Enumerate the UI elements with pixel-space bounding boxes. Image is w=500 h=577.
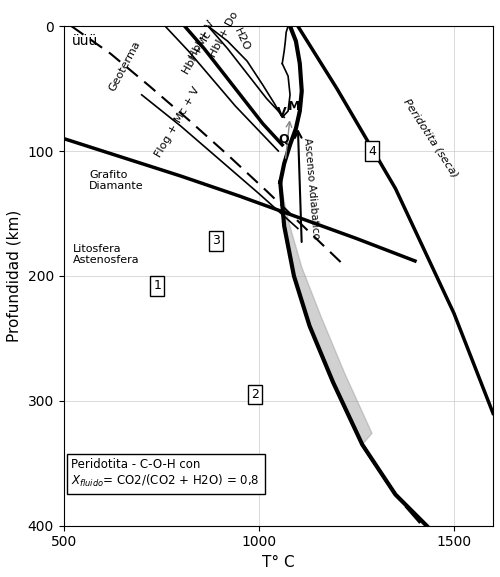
Text: Litosfera
Astenosfera: Litosfera Astenosfera xyxy=(74,244,140,265)
Text: Peridotita (seca): Peridotita (seca) xyxy=(402,98,460,180)
Polygon shape xyxy=(280,182,372,445)
Text: H2O: H2O xyxy=(232,27,251,53)
Text: Hbl +Mc: Hbl +Mc xyxy=(182,30,214,76)
Text: Peridotita - C-O-H con
$X_{fluido}$= CO2/(CO2 + H2O) = 0,8: Peridotita - C-O-H con $X_{fluido}$= CO2… xyxy=(72,458,260,489)
Text: Ascenso Adiabatico: Ascenso Adiabatico xyxy=(302,137,321,239)
Text: 2: 2 xyxy=(251,388,259,401)
Text: üüü: üüü xyxy=(72,33,99,48)
Text: Flog + Mc + V: Flog + Mc + V xyxy=(154,85,202,159)
Text: V: V xyxy=(278,106,287,119)
Text: Hbl + Do: Hbl + Do xyxy=(208,10,240,59)
X-axis label: T° C: T° C xyxy=(262,555,294,570)
Text: Hbl + V: Hbl + V xyxy=(188,18,216,61)
Text: M: M xyxy=(288,100,300,113)
Text: Grafito
Diamante: Grafito Diamante xyxy=(89,170,144,192)
Text: 4: 4 xyxy=(368,145,376,158)
Text: 1: 1 xyxy=(154,279,161,293)
Text: 3: 3 xyxy=(212,234,220,248)
Y-axis label: Profundidad (km): Profundidad (km) xyxy=(7,210,22,342)
Text: Geoterma: Geoterma xyxy=(108,39,143,93)
Text: Q: Q xyxy=(278,132,288,145)
